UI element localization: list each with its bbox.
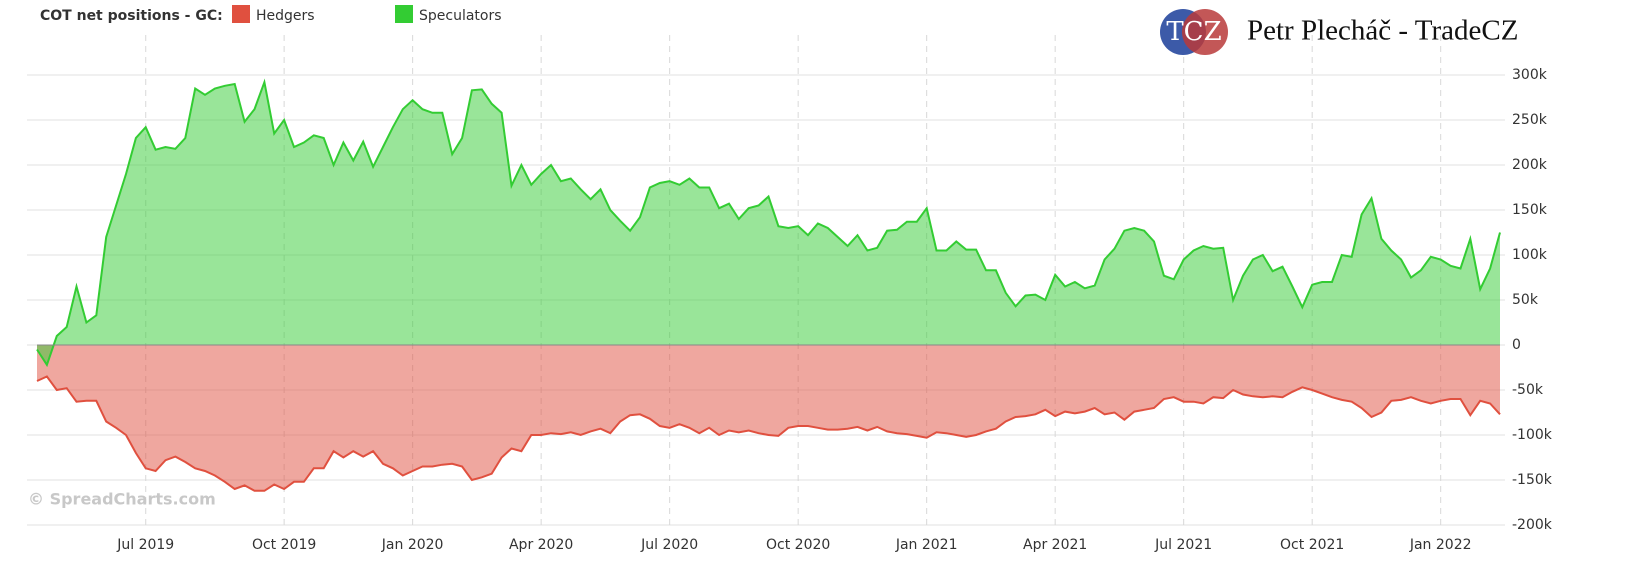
- y-tick-label: 200k: [1512, 157, 1548, 173]
- y-tick-label: 100k: [1512, 247, 1548, 263]
- x-tick-label: Jul 2019: [116, 537, 174, 553]
- y-tick-label: 0: [1512, 337, 1521, 353]
- watermark: © SpreadCharts.com: [28, 490, 216, 509]
- y-tick-label: 150k: [1512, 202, 1548, 218]
- y-tick-label: -50k: [1512, 382, 1544, 398]
- brand: Petr Plecháč - TradeCZ: [1247, 15, 1518, 47]
- y-tick-label: -150k: [1512, 472, 1553, 488]
- y-tick-label: 250k: [1512, 112, 1548, 128]
- x-tick-label: Jan 2022: [1409, 537, 1472, 553]
- x-tick-label: Oct 2021: [1280, 537, 1344, 553]
- x-tick-label: Jan 2020: [381, 537, 444, 553]
- legend-label: Hedgers: [256, 8, 315, 24]
- x-tick-label: Jul 2020: [640, 537, 698, 553]
- chart-title: COT net positions - GC:: [40, 8, 223, 24]
- series-line: [36, 78, 1501, 368]
- logo-circle: [1182, 9, 1228, 55]
- legend-label: Speculators: [419, 8, 502, 24]
- y-tick-label: 50k: [1512, 292, 1539, 308]
- legend-swatch: [395, 5, 413, 23]
- x-tick-label: Apr 2021: [1023, 537, 1087, 553]
- legend-swatch: [232, 5, 250, 23]
- x-tick-label: Jul 2021: [1154, 537, 1212, 553]
- area-fill: [37, 345, 1500, 491]
- y-tick-label: -200k: [1512, 517, 1553, 533]
- series-line: [36, 375, 1501, 492]
- area-fill: [37, 82, 1500, 365]
- areas: [36, 78, 1501, 492]
- x-tick-label: Oct 2019: [252, 537, 316, 553]
- logo: TCZ: [1160, 9, 1228, 55]
- logo-text: TCZ: [1166, 17, 1221, 47]
- y-tick-label: -100k: [1512, 427, 1553, 443]
- x-tick-label: Jan 2021: [895, 537, 958, 553]
- y-tick-label: 300k: [1512, 67, 1548, 83]
- x-tick-label: Apr 2020: [509, 537, 573, 553]
- x-tick-label: Oct 2020: [766, 537, 830, 553]
